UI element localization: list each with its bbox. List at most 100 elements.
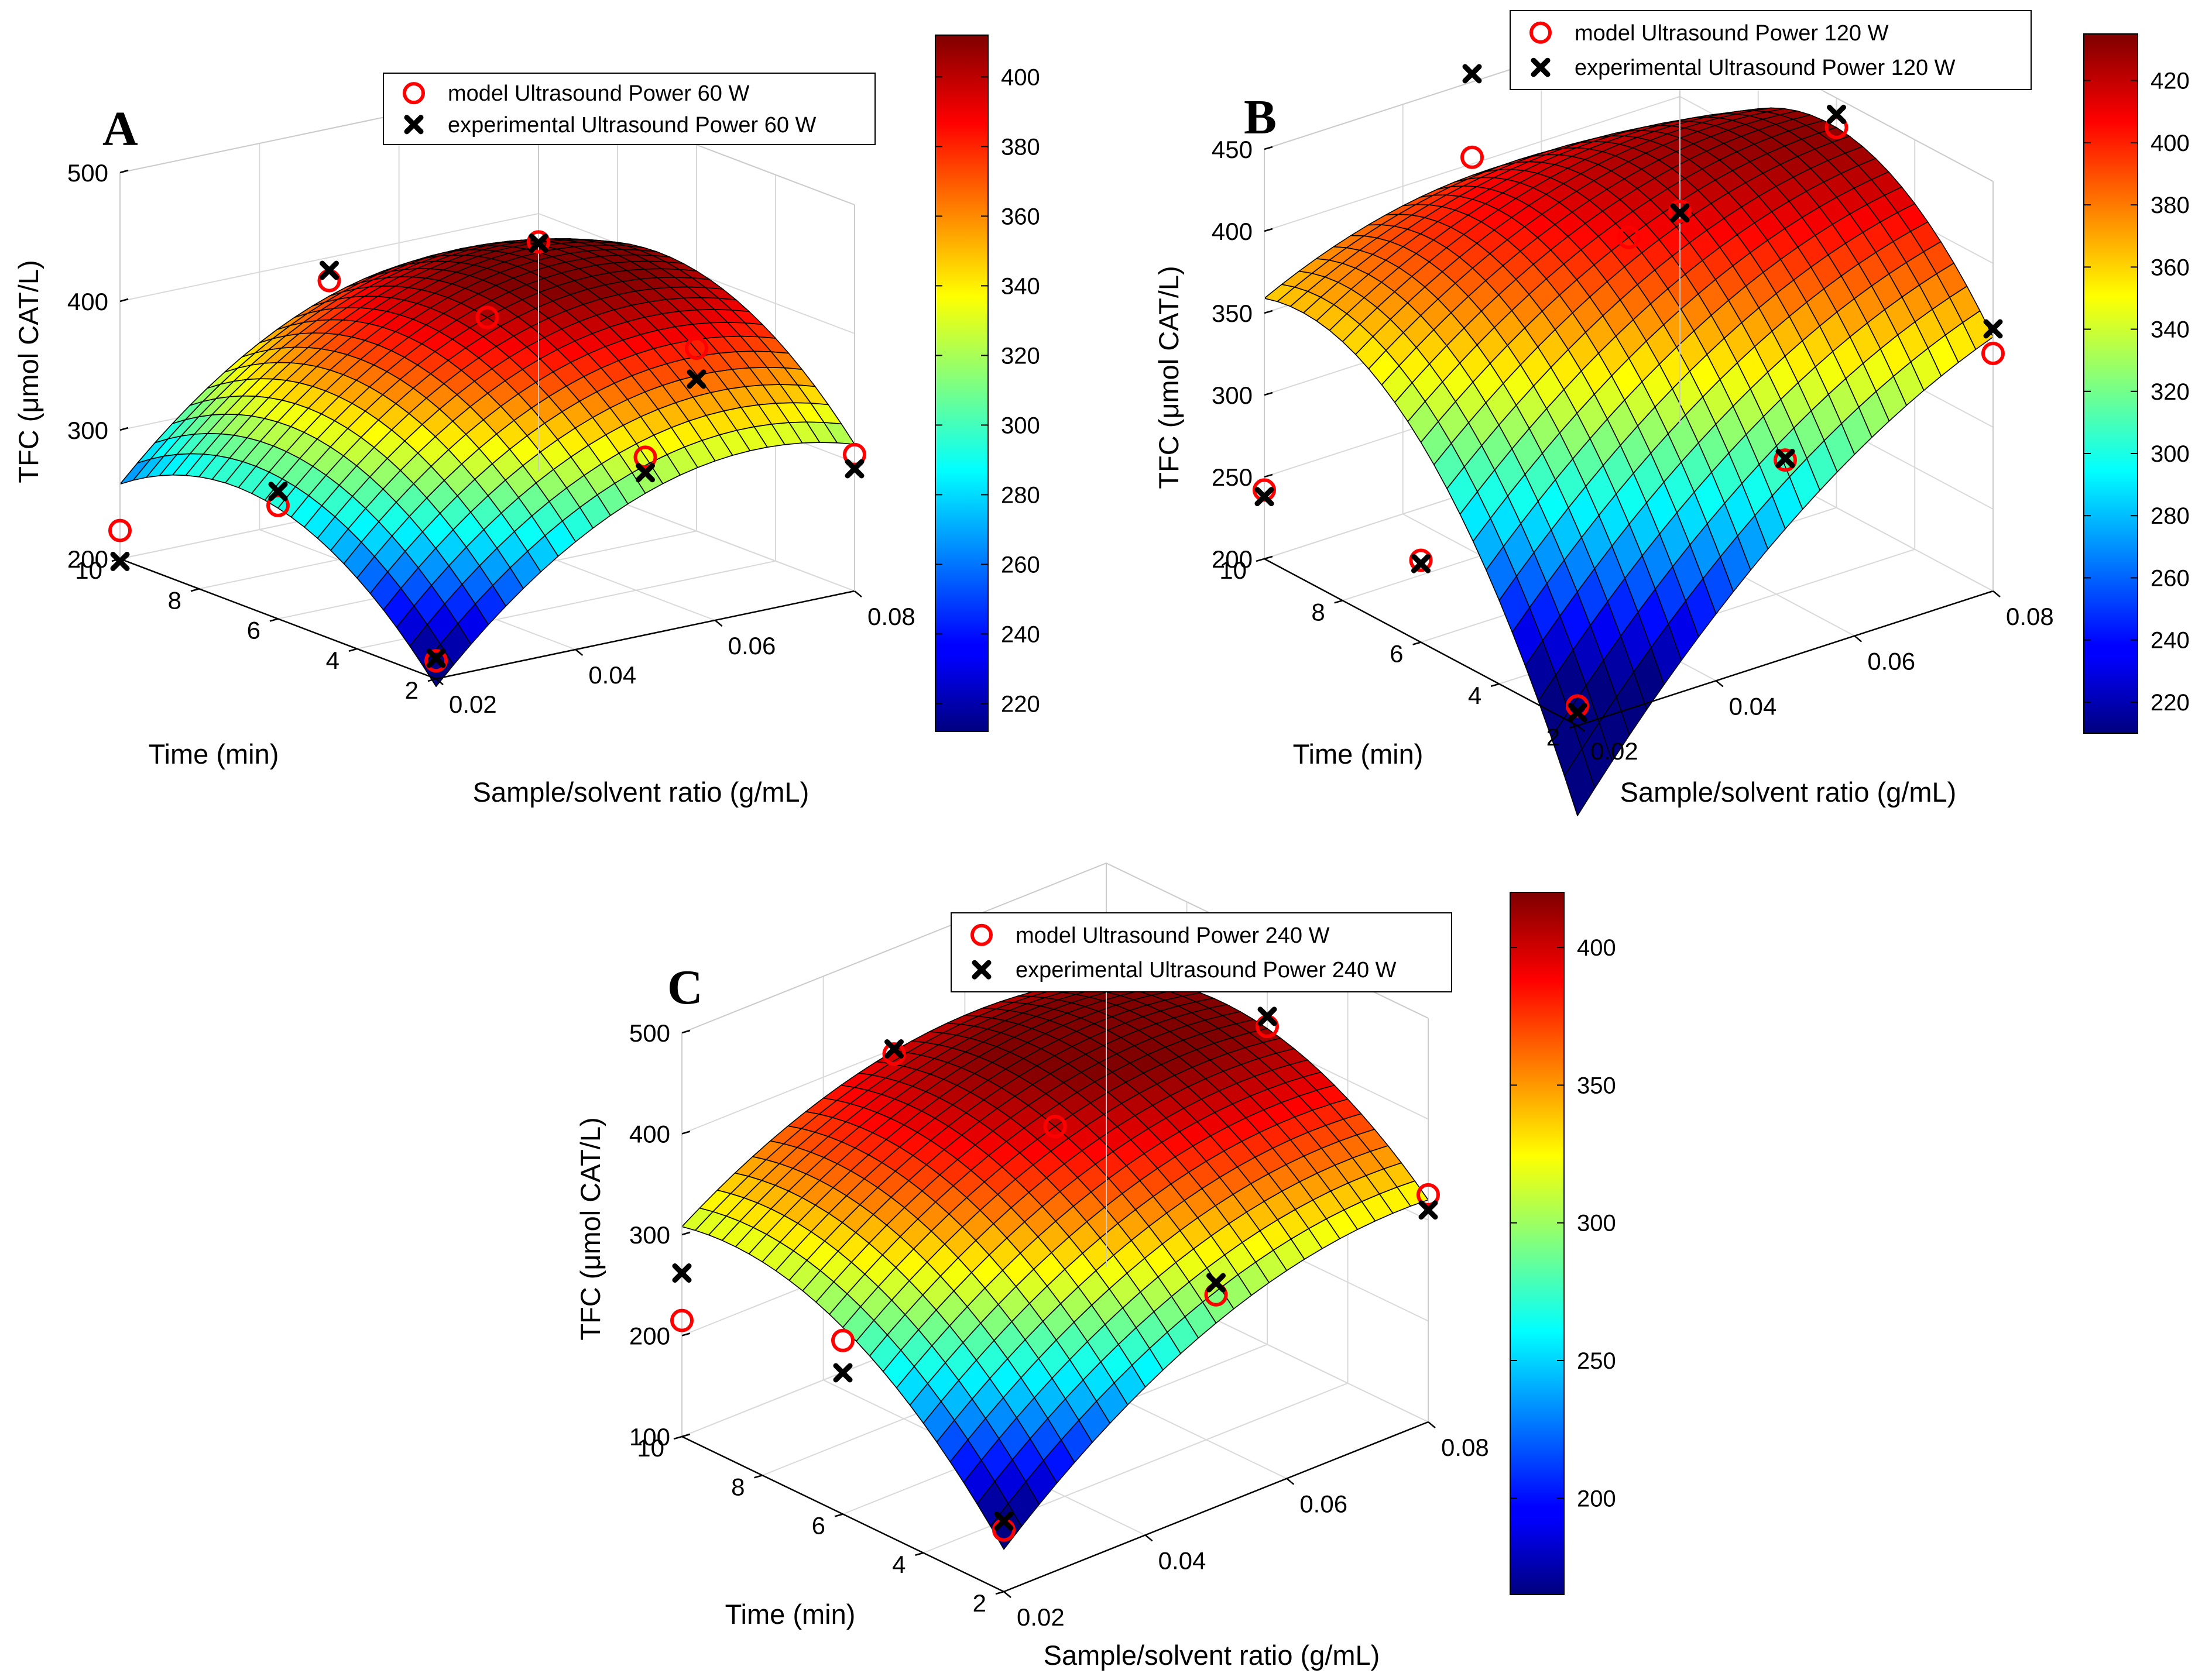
x-tick-label-c-3: 0.08: [1441, 1434, 1489, 1461]
z-tick-mark-b-1: [1264, 475, 1273, 477]
z-tick-label-a-1: 300: [67, 417, 108, 444]
y-tick-label-a-2: 6: [247, 617, 260, 644]
colorbar-tick-label-b-6: 340: [2151, 317, 2190, 343]
x-tick-label-b-3: 0.08: [2006, 603, 2054, 630]
y-tick-mark-b-4: [1256, 559, 1264, 561]
y-tick-label-c-2: 6: [812, 1512, 825, 1540]
x-tick-mark-b-3: [1993, 591, 2000, 597]
colorbar-tick-label-a-6: 340: [1001, 273, 1040, 299]
x-tick-label-c-2: 0.06: [1299, 1490, 1347, 1518]
z-axis-label-b: TFC (μmol CAT/L): [1153, 266, 1184, 489]
z-tick-mark-b-4: [1264, 229, 1273, 231]
z-tick-mark-b-0: [1264, 556, 1273, 559]
colorbar-tick-label-a-7: 360: [1001, 204, 1040, 229]
legend-c: model Ultrasound Power 240 W experimenta…: [951, 913, 1452, 992]
model-point-c-1: [833, 1331, 853, 1351]
y-tick-mark-c-0: [996, 1592, 1004, 1594]
x-tick-label-c-1: 0.04: [1158, 1547, 1206, 1574]
y-tick-label-b-3: 8: [1311, 598, 1325, 626]
x-tick-mark-c-1: [1145, 1535, 1153, 1541]
x-tick-label-b-2: 0.06: [1867, 648, 1915, 675]
z-tick-label-b-2: 300: [1212, 382, 1253, 409]
y-tick-mark-a-1: [349, 649, 357, 651]
y-tick-label-a-0: 2: [405, 676, 419, 704]
colorbar-tick-label-b-5: 320: [2151, 379, 2190, 405]
colorbar-tick-label-b-0: 220: [2151, 690, 2190, 716]
colorbar-gradient-a: [935, 35, 988, 731]
panel-label-c: C: [667, 960, 703, 1015]
legend-experimental-label-a: experimental Ultrasound Power 60 W: [448, 113, 817, 138]
z-tick-label-b-1: 250: [1212, 463, 1253, 491]
colorbar-tick-label-b-8: 380: [2151, 193, 2190, 218]
x-axis-label-b: Sample/solvent ratio (g/mL): [1620, 777, 1957, 808]
y-tick-mark-b-1: [1491, 684, 1499, 686]
x-tick-label-a-2: 0.06: [728, 632, 776, 659]
x-tick-label-b-0: 0.02: [1590, 737, 1638, 765]
colorbar-gradient-c: [1510, 892, 1564, 1595]
legend-experimental-label-c: experimental Ultrasound Power 240 W: [1016, 958, 1397, 982]
y-tick-label-c-1: 4: [892, 1551, 906, 1578]
surface-mesh-c: [682, 978, 1428, 1550]
z-tick-label-b-4: 400: [1212, 218, 1253, 245]
x-tick-mark-a-2: [715, 620, 722, 626]
y-axis-label-a: Time (min): [149, 738, 279, 769]
legend-model-label-a: model Ultrasound Power 60 W: [448, 81, 749, 106]
z-axis-label-c: TFC (μmol CAT/L): [575, 1117, 606, 1340]
colorbar-tick-label-b-1: 240: [2151, 628, 2190, 654]
x-tick-label-b-1: 0.04: [1729, 692, 1777, 720]
x-tick-label-a-1: 0.04: [588, 661, 636, 689]
z-tick-label-c-0: 100: [629, 1423, 670, 1451]
y-axis-label-c: Time (min): [725, 1599, 856, 1630]
y-tick-mark-b-3: [1335, 600, 1343, 603]
z-tick-mark-b-2: [1264, 393, 1273, 395]
colorbar-tick-label-a-0: 220: [1001, 691, 1040, 717]
z-tick-label-a-0: 200: [67, 545, 108, 573]
colorbar-tick-label-c-4: 400: [1577, 935, 1616, 961]
x-tick-label-c-0: 0.02: [1017, 1603, 1065, 1631]
x-tick-mark-c-3: [1428, 1422, 1435, 1428]
y-tick-mark-c-3: [754, 1475, 763, 1478]
y-tick-label-b-2: 6: [1390, 640, 1403, 668]
panel-label-a: A: [102, 102, 138, 156]
legend-experimental-label-b: experimental Ultrasound Power 120 W: [1575, 56, 1956, 80]
x-axis-label-c: Sample/solvent ratio (g/mL): [1044, 1640, 1380, 1671]
colorbar-tick-label-a-1: 240: [1001, 621, 1040, 647]
x-tick-label-a-3: 0.08: [867, 603, 915, 630]
y-tick-mark-c-1: [915, 1553, 924, 1555]
z-tick-label-b-3: 350: [1212, 300, 1253, 327]
colorbar-tick-label-c-3: 350: [1577, 1073, 1616, 1098]
y-tick-mark-a-2: [270, 619, 278, 621]
panel-b: 0.020.040.060.08246810200250300350400450…: [1153, 11, 2190, 816]
colorbar-tick-label-a-5: 320: [1001, 343, 1040, 369]
z-axis-label-a: TFC (μmol CAT/L): [13, 260, 44, 483]
x-axis-label-a: Sample/solvent ratio (g/mL): [473, 777, 810, 808]
y-tick-label-b-0: 2: [1546, 723, 1560, 751]
z-tick-mark-b-3: [1264, 311, 1273, 313]
y-tick-label-b-1: 4: [1468, 682, 1481, 709]
colorbar-tick-label-b-4: 300: [2151, 441, 2190, 467]
x-tick-mark-a-3: [855, 591, 862, 597]
colorbar-gradient-b: [2084, 34, 2138, 733]
y-tick-mark-c-4: [674, 1437, 682, 1439]
colorbar-tick-label-b-3: 280: [2151, 503, 2190, 529]
y-tick-mark-a-3: [191, 589, 199, 591]
x-tick-mark-b-2: [1854, 636, 1861, 642]
x-tick-mark-c-0: [1004, 1592, 1011, 1597]
z-tick-mark-b-5: [1264, 147, 1273, 149]
colorbar-tick-label-a-2: 260: [1001, 552, 1040, 578]
y-tick-label-c-3: 8: [731, 1473, 745, 1500]
colorbar-tick-label-c-2: 300: [1577, 1211, 1616, 1236]
colorbar-tick-label-a-4: 300: [1001, 413, 1040, 438]
z-tick-label-a-2: 400: [67, 288, 108, 315]
y-tick-label-a-1: 4: [326, 647, 339, 674]
z-tick-label-a-3: 500: [67, 159, 108, 187]
experimental-point-b-4: [1465, 67, 1479, 81]
legend-model-label-b: model Ultrasound Power 120 W: [1575, 21, 1889, 46]
legend-b: model Ultrasound Power 120 W experimenta…: [1510, 11, 2031, 90]
experimental-point-c-1: [836, 1366, 850, 1380]
